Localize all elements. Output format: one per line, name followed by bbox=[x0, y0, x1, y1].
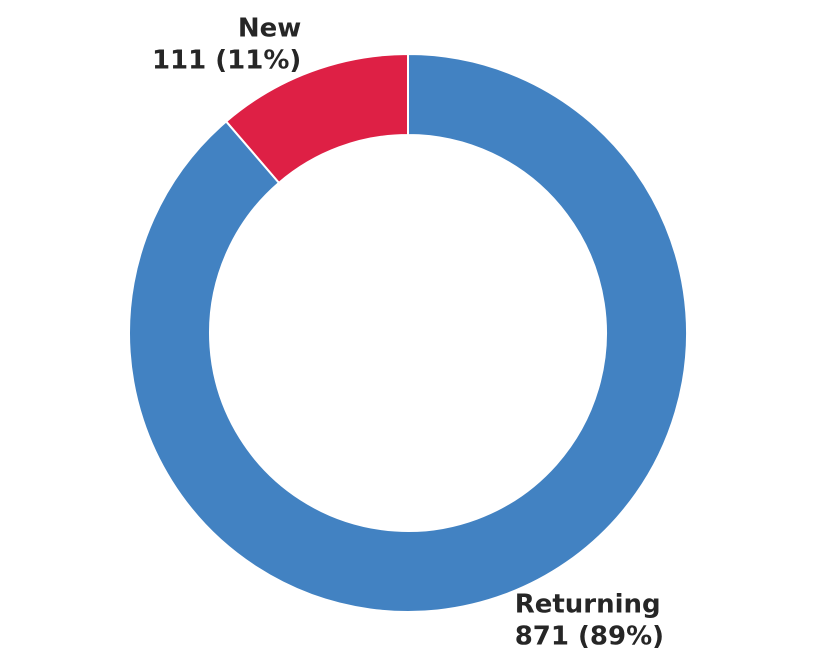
segment-value-label: 111 (11%) bbox=[152, 46, 301, 76]
segment-label: Returning bbox=[515, 589, 661, 619]
segment-value-label: 871 (89%) bbox=[515, 621, 664, 651]
donut-segment bbox=[128, 52, 688, 613]
segment-label: New bbox=[238, 14, 301, 44]
